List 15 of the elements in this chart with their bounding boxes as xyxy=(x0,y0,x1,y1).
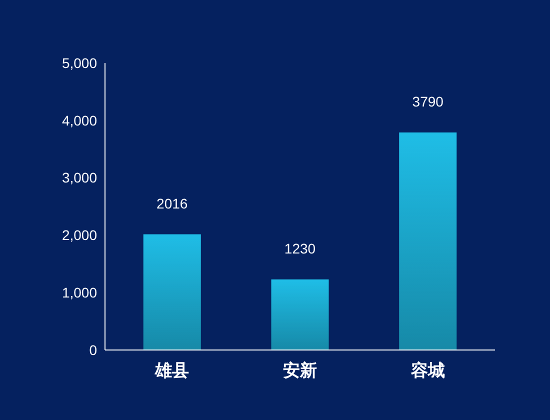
y-tick-label: 2,000 xyxy=(62,227,98,244)
data-label: 3790 xyxy=(412,93,444,110)
y-tick-label: 1,000 xyxy=(62,284,98,300)
y-tick-label: 0 xyxy=(89,342,98,358)
x-tick-label: 安新 xyxy=(283,361,317,381)
y-tick-label: 5,000 xyxy=(62,54,98,71)
data-label: 1230 xyxy=(284,240,316,256)
bar xyxy=(399,132,457,350)
bar xyxy=(271,279,329,350)
data-label: 2016 xyxy=(156,195,188,212)
y-tick-label: 4,000 xyxy=(62,112,98,128)
x-tick-label: 雄县 xyxy=(154,361,190,381)
y-tick-label: 3,000 xyxy=(62,170,98,186)
bar xyxy=(143,234,201,350)
x-tick-label: 容城 xyxy=(410,361,445,381)
